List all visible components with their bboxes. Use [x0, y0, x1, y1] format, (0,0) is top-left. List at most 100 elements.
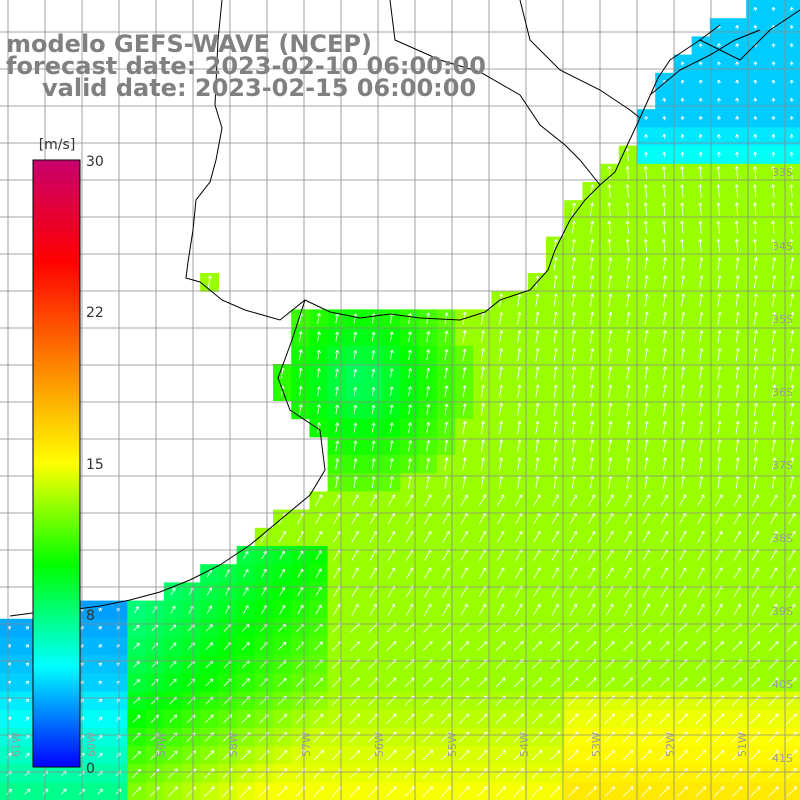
wind-arrow — [606, 530, 614, 543]
wind-arrow — [786, 768, 797, 779]
wind-speed-cell — [145, 673, 165, 693]
wind-arrow — [444, 349, 449, 361]
wind-speed-cell — [418, 618, 438, 638]
wind-arrow — [731, 750, 743, 761]
wind-arrow — [695, 641, 706, 651]
wind-arrow — [313, 768, 324, 779]
wind-speed-cell — [436, 655, 456, 674]
wind-speed-cell — [345, 709, 365, 729]
wind-speed-cell — [291, 764, 310, 784]
wind-arrow — [786, 677, 797, 688]
coastline-argentina-path — [9, 299, 326, 617]
wind-arrow — [422, 786, 433, 797]
wind-arrow — [644, 402, 649, 416]
wind-speed-cell — [436, 709, 456, 729]
wind-arrow — [349, 695, 360, 706]
wind-speed-cell — [364, 655, 383, 674]
wind-arrow — [353, 368, 358, 378]
wind-arrow — [133, 679, 140, 686]
wind-speed-cell — [200, 600, 219, 620]
wind-arrow — [386, 695, 397, 706]
wind-arrow — [533, 530, 541, 543]
wind-speed-cell — [400, 618, 420, 638]
wind-arrow — [625, 147, 630, 162]
wind-arrow — [772, 366, 777, 380]
wind-speed-cell — [418, 764, 438, 784]
wind-arrow — [788, 603, 796, 616]
wind-arrow — [553, 330, 558, 344]
wind-arrow — [604, 750, 615, 761]
wind-speed-cell — [764, 618, 784, 638]
wind-arrow — [387, 530, 396, 543]
wind-speed-cell — [655, 509, 674, 529]
wind-speed-cell — [709, 491, 729, 511]
wind-speed-cell — [327, 564, 347, 583]
wind-arrow — [750, 768, 761, 779]
wind-speed-cell — [364, 637, 383, 656]
wind-speed-cell — [309, 691, 329, 711]
wind-speed-cell — [273, 637, 292, 656]
wind-speed-cell — [491, 746, 511, 765]
wind-arrow — [170, 605, 176, 614]
wind-speed-cell — [218, 637, 238, 656]
wind-arrow — [349, 713, 361, 724]
wind-arrow — [535, 311, 540, 325]
wind-speed-cell — [436, 618, 456, 638]
wind-arrow — [314, 530, 323, 543]
wind-arrow — [351, 567, 359, 580]
wind-speed-cell — [455, 655, 474, 674]
wind-arrow — [207, 275, 212, 289]
wind-arrow — [480, 366, 485, 380]
wind-speed-cell — [0, 637, 19, 656]
wind-arrow — [660, 530, 669, 543]
wind-speed-cell — [400, 673, 420, 693]
wind-arrow — [531, 695, 542, 706]
wind-arrow — [513, 677, 524, 688]
wind-arrow — [640, 786, 652, 797]
wind-arrow — [771, 151, 776, 158]
wind-arrow — [462, 403, 467, 416]
wind-speed-cell — [582, 673, 602, 693]
wind-speed-cell — [546, 637, 565, 656]
wind-arrow — [735, 366, 740, 380]
wind-speed-cell — [182, 691, 201, 711]
wind-arrow — [353, 331, 358, 342]
wind-arrow — [499, 439, 504, 453]
wind-speed-cell — [618, 527, 638, 547]
wind-arrow — [790, 421, 795, 435]
wind-arrow — [717, 348, 722, 362]
wind-speed-cell — [691, 764, 711, 784]
wind-arrow — [681, 257, 686, 271]
wind-arrow — [641, 641, 652, 651]
wind-arrow — [444, 367, 449, 379]
wind-arrow — [335, 386, 340, 396]
wind-arrow — [407, 386, 412, 397]
wind-arrow — [569, 530, 578, 543]
wind-speed-cell — [163, 582, 183, 602]
wind-arrow — [735, 275, 740, 289]
wind-arrow — [480, 330, 485, 344]
wind-speed-cell — [345, 673, 365, 693]
wind-arrow — [768, 677, 779, 688]
wind-arrow — [790, 293, 795, 307]
wind-arrow — [204, 786, 215, 797]
wind-arrow — [333, 530, 341, 543]
wind-arrow — [242, 605, 249, 615]
wind-arrow — [480, 457, 485, 471]
wind-arrow — [681, 402, 686, 416]
wind-arrow — [261, 550, 267, 560]
wind-arrow — [733, 567, 741, 580]
wind-arrow — [697, 567, 705, 580]
wind-arrow — [771, 166, 776, 180]
wind-speed-cell — [327, 709, 347, 729]
wind-arrow — [717, 457, 722, 471]
wind-speed-cell — [218, 691, 238, 711]
wind-arrow — [751, 603, 760, 616]
wind-arrow — [533, 567, 541, 580]
wind-arrow — [586, 750, 597, 761]
wind-arrow — [477, 695, 488, 706]
wind-speed-cell — [527, 691, 547, 711]
wind-arrow — [371, 331, 376, 342]
wind-arrow — [626, 293, 631, 307]
wind-arrow — [698, 61, 703, 66]
